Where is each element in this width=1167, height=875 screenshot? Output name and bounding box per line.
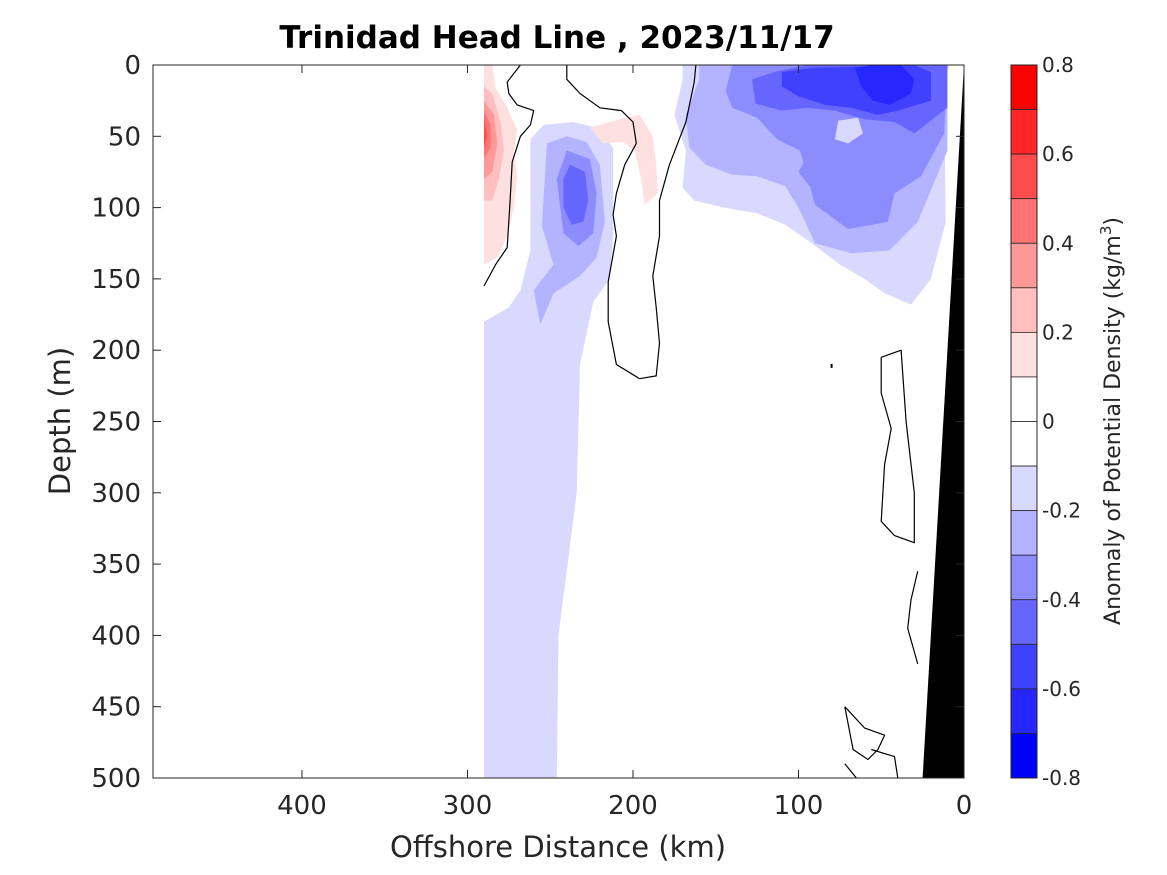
colorbar-band-12 bbox=[1010, 599, 1038, 645]
anomaly-region-16 bbox=[484, 119, 488, 148]
x-tick-label-2: 200 bbox=[608, 791, 658, 821]
chart-title: Trinidad Head Line , 2023/11/17 bbox=[279, 20, 834, 56]
colorbar-band-13 bbox=[1010, 643, 1038, 690]
zero-contour-2 bbox=[880, 349, 915, 544]
anomaly-region-17 bbox=[589, 114, 658, 205]
colorbar-tick-label-6: -0.4 bbox=[1042, 588, 1081, 612]
y-tick-label-0: 0 bbox=[124, 51, 141, 81]
zero-contour-6 bbox=[871, 748, 899, 778]
zero-contour-lines bbox=[483, 65, 919, 778]
colorbar-frame bbox=[1010, 64, 1038, 779]
x-tick-label-0: 400 bbox=[277, 791, 327, 821]
colorbar-title: Anomaly of Potential Density (kg/m3) bbox=[1097, 217, 1126, 625]
colorbar-tick-label-0: 0.8 bbox=[1042, 53, 1074, 77]
x-axis-ticks: 400 300 200 100 0 bbox=[277, 65, 972, 821]
anomaly-region-10 bbox=[798, 147, 878, 197]
y-tick-label-4: 200 bbox=[91, 336, 141, 366]
anomaly-region-11 bbox=[834, 117, 863, 144]
colorbar-tick-label-2: 0.4 bbox=[1042, 231, 1074, 255]
colorbar-band-4 bbox=[1010, 242, 1038, 289]
y-tick-label-6: 300 bbox=[91, 479, 141, 509]
colorbar-ticks: 0.8 0.6 0.4 0.2 0 -0.2 -0.4 -0.6 -0.8 bbox=[1042, 53, 1081, 790]
y-tick-label-7: 350 bbox=[91, 550, 141, 580]
colorbar-band-10 bbox=[1010, 510, 1038, 556]
x-tick-label-3: 100 bbox=[774, 791, 824, 821]
colorbar bbox=[1010, 64, 1038, 779]
anomaly-filled-contours bbox=[484, 65, 950, 778]
colorbar-band-2 bbox=[1010, 153, 1038, 200]
colorbar-band-3 bbox=[1010, 198, 1038, 244]
anomaly-region-3 bbox=[563, 164, 589, 225]
colorbar-tick-label-8: -0.8 bbox=[1042, 766, 1081, 790]
y-tick-label-10: 500 bbox=[91, 764, 141, 794]
anomaly-region-9 bbox=[854, 65, 915, 105]
colorbar-band-9 bbox=[1010, 465, 1038, 512]
y-tick-label-3: 150 bbox=[91, 265, 141, 295]
y-axis-title: Depth (m) bbox=[43, 347, 77, 495]
colorbar-tick-label-7: -0.6 bbox=[1042, 677, 1081, 701]
colorbar-title-label: Anomaly of Potential Density bbox=[1101, 306, 1126, 625]
x-tick-label-1: 300 bbox=[443, 791, 493, 821]
colorbar-band-8 bbox=[1010, 421, 1038, 467]
y-tick-label-8: 400 bbox=[91, 621, 141, 651]
zero-contour-5 bbox=[844, 763, 857, 778]
y-tick-label-9: 450 bbox=[91, 693, 141, 723]
x-tick-label-4: 0 bbox=[956, 791, 973, 821]
colorbar-band-6 bbox=[1010, 331, 1038, 378]
colorbar-band-15 bbox=[1010, 733, 1038, 779]
zero-contour-0 bbox=[483, 65, 535, 287]
x-axis-title: Offshore Distance (km) bbox=[390, 830, 726, 864]
y-tick-label-2: 100 bbox=[91, 194, 141, 224]
seafloor-bathymetry bbox=[922, 65, 964, 778]
anomaly-region-15 bbox=[484, 110, 491, 158]
colorbar-band-11 bbox=[1010, 554, 1038, 601]
zero-contour-1 bbox=[566, 65, 697, 380]
colorbar-tick-label-5: -0.2 bbox=[1042, 499, 1081, 523]
seafloor-shape bbox=[922, 65, 964, 778]
y-tick-label-1: 50 bbox=[108, 122, 141, 152]
y-axis-ticks: 0 50 100 150 200 250 300 350 400 450 500 bbox=[91, 51, 964, 794]
colorbar-title-unit: (kg/m bbox=[1101, 235, 1126, 299]
colorbar-band-5 bbox=[1010, 287, 1038, 333]
colorbar-band-7 bbox=[1010, 376, 1038, 422]
zero-contour-4 bbox=[844, 706, 886, 761]
colorbar-tick-label-4: 0 bbox=[1042, 410, 1055, 434]
colorbar-title-power: 3 bbox=[1097, 226, 1115, 236]
colorbar-band-1 bbox=[1010, 109, 1038, 155]
zero-contour-3 bbox=[907, 571, 919, 665]
y-tick-label-5: 250 bbox=[91, 408, 141, 438]
anomaly-region-0 bbox=[484, 122, 614, 778]
colorbar-title-unit-close: ) bbox=[1101, 217, 1126, 226]
colorbar-band-0 bbox=[1010, 64, 1038, 110]
colorbar-tick-label-1: 0.6 bbox=[1042, 142, 1074, 166]
colorbar-tick-label-3: 0.2 bbox=[1042, 320, 1074, 344]
anomaly-region-18 bbox=[484, 224, 491, 244]
colorbar-band-14 bbox=[1010, 688, 1038, 734]
